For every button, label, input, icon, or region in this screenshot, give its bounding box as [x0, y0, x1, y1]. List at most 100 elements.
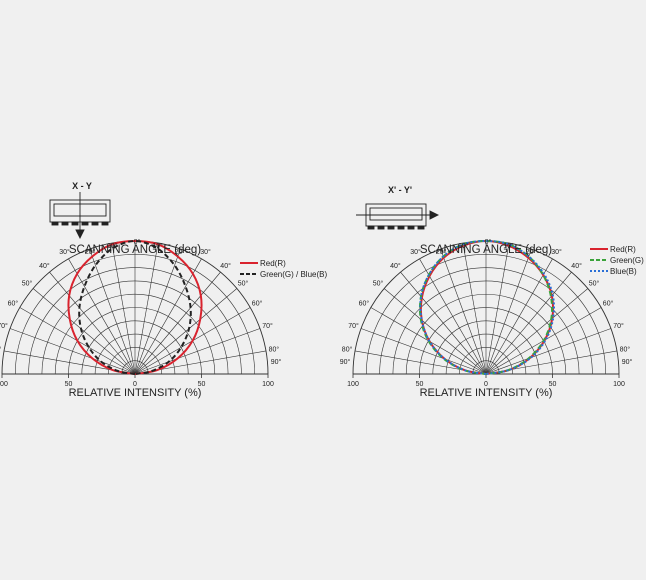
angle-tick-label: 40°: [39, 262, 50, 270]
package-pin: [81, 221, 89, 226]
legend-label: Red(R): [260, 259, 286, 268]
legend-label: Green(G): [610, 256, 644, 265]
radial-tick-label: 0: [133, 381, 137, 388]
radial-tick-label: 50: [416, 381, 424, 388]
grid-spoke: [9, 328, 136, 375]
angle-tick-label: 80°: [620, 346, 631, 354]
legend-label: Blue(B): [610, 267, 637, 276]
x-axis-label: RELATIVE INTENSITY (%): [69, 387, 202, 399]
diagram-label: X - Y: [72, 181, 92, 191]
angle-tick-label: 30°: [551, 248, 562, 256]
angle-tick-label: 0°: [485, 238, 492, 246]
package-diagram: [49, 192, 111, 240]
angle-tick-label: 40°: [220, 262, 231, 270]
grid-spoke: [400, 271, 487, 375]
polar-chart-2: 0° 10° 10° 20° 20° 30° 30° 40° 40° 50° 50° 60° 60° 70…: [340, 185, 644, 399]
package-pin: [367, 225, 375, 230]
grid-spoke: [134, 248, 181, 375]
angle-tick-label: 20°: [436, 248, 447, 256]
series-line-red-r: [67, 239, 203, 375]
angle-tick-label: 10°: [152, 242, 163, 250]
chart-title: SCANNING ANGLE (deg): [420, 244, 552, 256]
polar-chart-1: 0° 10° 10° 20° 20° 30° 30° 40° 40° 50° 50° 60° 60° 70…: [0, 181, 327, 399]
package-pin: [71, 221, 79, 226]
angle-tick-label: 10°: [107, 242, 118, 250]
package-pin: [377, 225, 385, 230]
grid-spoke: [485, 248, 532, 375]
grid-spoke: [32, 288, 136, 375]
grid-spoke: [49, 271, 136, 375]
polar-grid: [352, 240, 620, 378]
package-lens: [369, 207, 423, 221]
angle-tick-label: 10°: [458, 242, 469, 250]
radial-tick-label: 100: [347, 381, 359, 388]
angle-tick-label: 70°: [348, 322, 359, 330]
grid-spoke: [440, 248, 487, 375]
angle-tick-label: 70°: [613, 322, 624, 330]
angle-tick-label: 20°: [85, 248, 96, 256]
angle-tick-label: 70°: [0, 322, 8, 330]
angle-tick-label: 80°: [0, 346, 2, 354]
angle-tick-label: 30°: [410, 248, 421, 256]
angle-tick-label: 60°: [359, 300, 370, 308]
chart-title: SCANNING ANGLE (deg): [69, 244, 201, 256]
angle-tick-label: 90°: [622, 358, 633, 366]
series-line-green-g: [418, 239, 554, 375]
angle-tick-label: 10°: [503, 242, 514, 250]
angle-tick-label: 20°: [175, 248, 186, 256]
grid-spoke: [383, 288, 487, 375]
package-pin: [387, 225, 395, 230]
angle-tick-label: 0°: [134, 238, 141, 246]
angle-tick-label: 50°: [589, 279, 600, 287]
angle-tick-label: 90°: [271, 358, 282, 366]
angle-tick-label: 60°: [252, 300, 263, 308]
legend: Red(R) Green(G) Blue(B): [590, 245, 644, 276]
grid-spoke: [89, 248, 136, 375]
package-pin: [51, 221, 59, 226]
grid-spoke: [134, 328, 261, 375]
grid-spoke: [134, 258, 202, 375]
radial-tick-label: 50: [198, 381, 206, 388]
angle-tick-label: 80°: [342, 346, 353, 354]
grid-spoke: [134, 242, 159, 375]
arrow-down-icon: [75, 229, 85, 240]
radial-tick-label: 100: [613, 381, 625, 388]
radial-tick-label: 100: [262, 381, 274, 388]
package-pin: [397, 225, 405, 230]
grid-spoke: [485, 258, 553, 375]
grid-spoke: [68, 258, 136, 375]
grid-spoke: [485, 288, 589, 375]
package-pin: [61, 221, 69, 226]
diagram-label: X' - Y': [388, 185, 412, 195]
grid-spoke: [134, 271, 221, 375]
polar-grid: [1, 240, 269, 378]
legend: Red(R) Green(G) / Blue(B): [240, 259, 327, 279]
angle-tick-label: 40°: [390, 262, 401, 270]
radial-tick-label: 0: [484, 381, 488, 388]
package-diagram: [356, 203, 440, 230]
angle-tick-label: 30°: [59, 248, 70, 256]
angle-tick-label: 90°: [340, 358, 351, 366]
legend-label: Red(R): [610, 245, 636, 254]
arrow-right-icon: [429, 210, 440, 220]
angle-tick-label: 80°: [269, 346, 280, 354]
grid-spoke: [462, 242, 487, 375]
angle-tick-label: 60°: [603, 300, 614, 308]
grid-spoke: [111, 242, 136, 375]
grid-spoke: [485, 328, 612, 375]
angle-tick-label: 60°: [8, 300, 19, 308]
grid-spoke: [485, 242, 510, 375]
grid-spoke: [419, 258, 487, 375]
angle-tick-label: 50°: [238, 279, 249, 287]
legend-label: Green(G) / Blue(B): [260, 270, 327, 279]
package-pin: [101, 221, 109, 226]
package-pin: [91, 221, 99, 226]
x-axis-label: RELATIVE INTENSITY (%): [420, 387, 553, 399]
radial-tick-label: 100: [0, 381, 8, 388]
angle-tick-label: 70°: [262, 322, 273, 330]
angle-tick-label: 30°: [200, 248, 211, 256]
grid-spoke: [360, 328, 487, 375]
angle-tick-label: 20°: [526, 248, 537, 256]
